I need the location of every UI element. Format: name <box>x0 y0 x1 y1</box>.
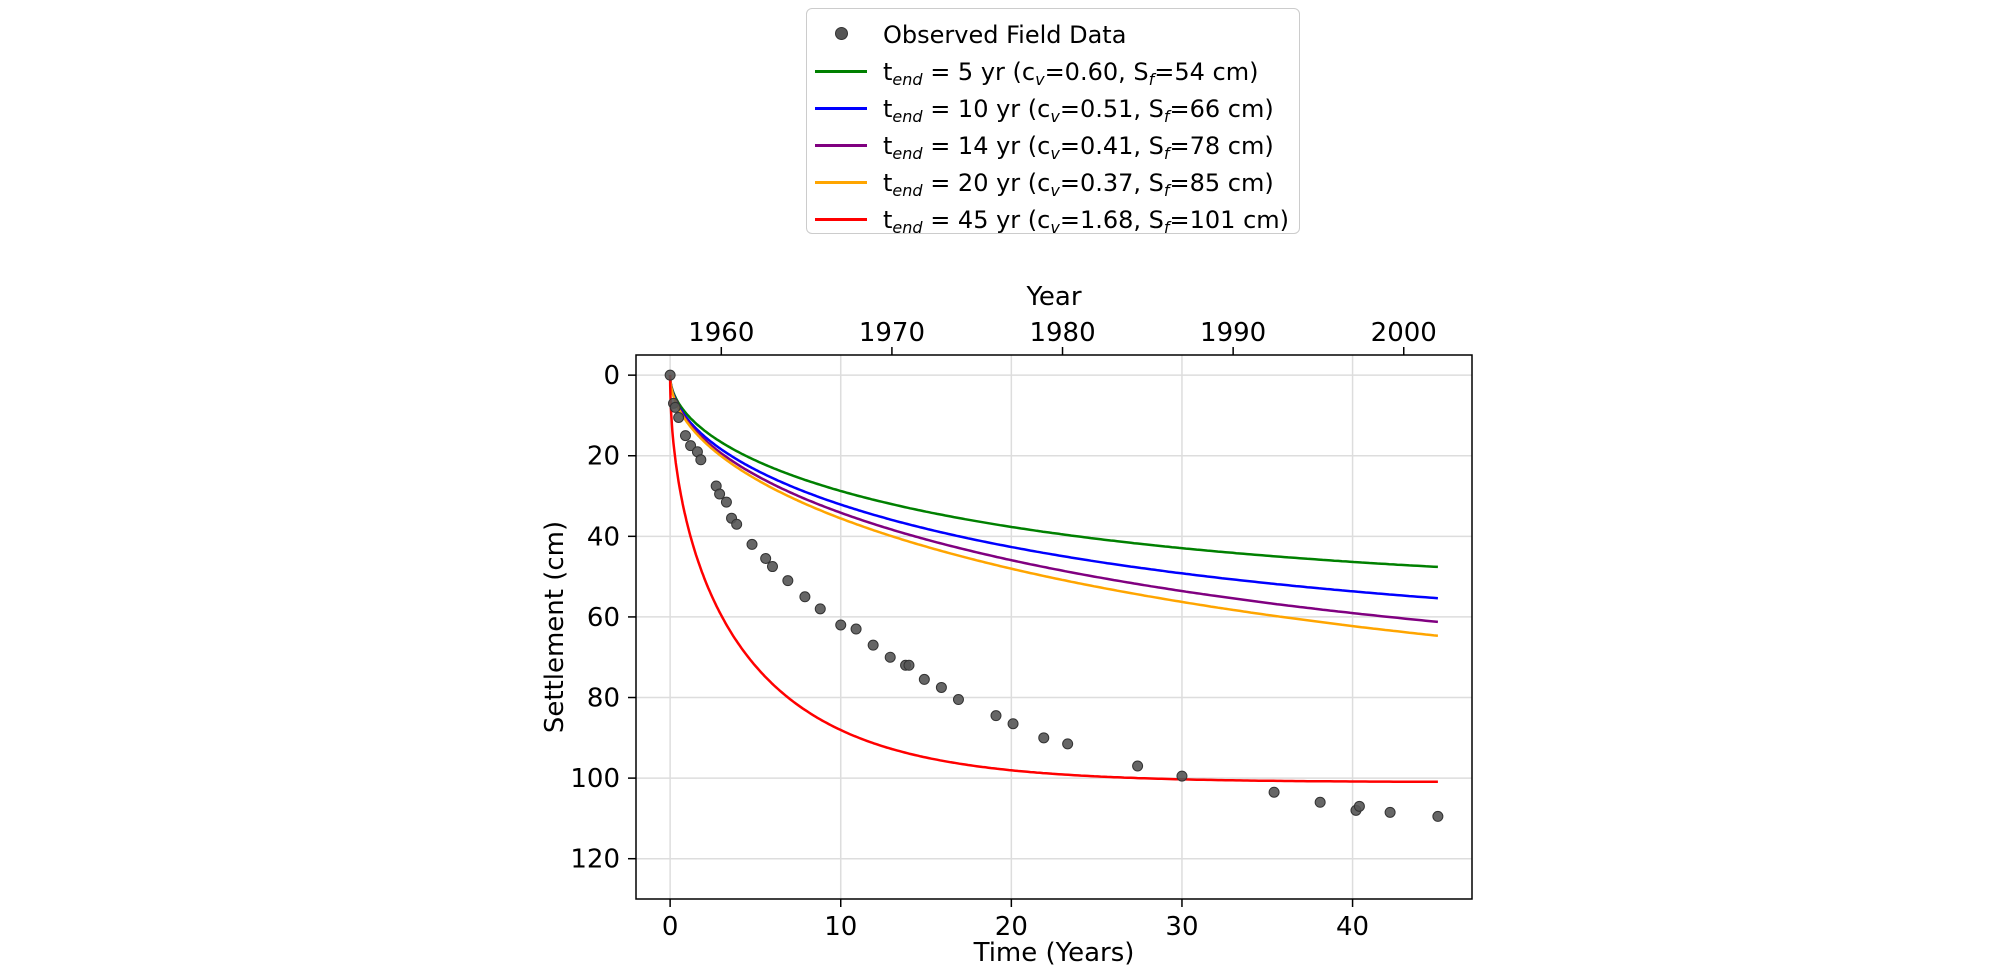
observed-point <box>746 538 758 550</box>
grid <box>636 355 1472 899</box>
x-tick-label: 30 <box>1165 912 1198 942</box>
observed-point <box>903 659 915 671</box>
observed-point <box>685 440 697 452</box>
observed-point <box>673 411 685 423</box>
legend-item-observed: Observed Field Data <box>807 19 1299 51</box>
legend-swatch-series-3 <box>815 181 867 184</box>
legend-item-series-0: tend = 5 yr (cv=0.60, Sf=54 cm) <box>807 56 1299 88</box>
legend-label-series-1: tend = 10 yr (cv=0.51, Sf=66 cm) <box>883 95 1274 126</box>
observed-point <box>918 673 930 685</box>
legend-label-series-2: tend = 14 yr (cv=0.41, Sf=78 cm) <box>883 132 1274 163</box>
series-lines <box>668 375 1439 784</box>
observed-point <box>720 496 732 508</box>
observed-point <box>664 369 676 381</box>
x-tick-label: 20 <box>995 912 1028 942</box>
series-line-3 <box>668 375 1439 638</box>
observed-point <box>867 639 879 651</box>
legend-label-series-3: tend = 20 yr (cv=0.37, Sf=85 cm) <box>883 169 1274 200</box>
legend-label-series-0: tend = 5 yr (cv=0.60, Sf=54 cm) <box>883 58 1259 89</box>
top-tick-label: 1980 <box>1029 318 1095 348</box>
observed-points <box>664 369 1444 822</box>
y-tick-label: 40 <box>587 522 620 552</box>
top-tick-label: 1990 <box>1200 318 1266 348</box>
observed-point <box>695 454 707 466</box>
x-axis-label: Time (Years) <box>973 938 1135 967</box>
x-tick-label: 10 <box>824 912 857 942</box>
plot-frame <box>635 354 1473 900</box>
observed-point <box>850 623 862 635</box>
y-tick-label: 0 <box>603 361 620 391</box>
observed-point <box>782 575 794 587</box>
legend: Observed Field Data tend = 5 yr (cv=0.60… <box>806 8 1300 236</box>
observed-point <box>669 401 681 413</box>
top-tick-label: 1970 <box>859 318 925 348</box>
legend-swatch-series-0 <box>815 70 867 73</box>
y-tick-label: 100 <box>570 764 620 794</box>
y-tick-label: 80 <box>587 684 620 714</box>
observed-point <box>1353 800 1365 812</box>
legend-swatch-series-4 <box>815 218 867 221</box>
y-tick-label: 120 <box>570 845 620 875</box>
series-line-0 <box>668 375 1438 569</box>
observed-point <box>760 552 772 564</box>
observed-point <box>1314 796 1326 808</box>
top-axis-label: Year <box>1025 282 1081 312</box>
series-line-2 <box>668 375 1439 624</box>
observed-point <box>835 619 847 631</box>
legend-label-series-4: tend = 45 yr (cv=1.68, Sf=101 cm) <box>883 206 1289 237</box>
legend-item-series-1: tend = 10 yr (cv=0.51, Sf=66 cm) <box>807 93 1299 125</box>
top-tick-label: 1960 <box>688 318 754 348</box>
observed-point <box>1432 810 1444 822</box>
observed-point <box>799 591 811 603</box>
observed-point <box>731 518 743 530</box>
legend-swatch-series-2 <box>815 144 867 147</box>
legend-item-series-4: tend = 45 yr (cv=1.68, Sf=101 cm) <box>807 204 1299 236</box>
y-tick-label: 20 <box>587 442 620 472</box>
y-axis-label: Settlement (cm) <box>540 521 570 733</box>
legend-marker-observed <box>835 27 848 40</box>
legend-item-series-3: tend = 20 yr (cv=0.37, Sf=85 cm) <box>807 167 1299 199</box>
series-line-4 <box>668 375 1438 784</box>
observed-point <box>814 603 826 615</box>
x-tick-label: 40 <box>1336 912 1369 942</box>
x-tick-label: 0 <box>662 912 679 942</box>
observed-point <box>990 710 1002 722</box>
axis-ticks: 0 10 20 30 40 0 20 40 60 80 100 120 1960 1970 1980 1990… <box>570 318 1436 942</box>
observed-point <box>952 694 964 706</box>
y-tick-label: 60 <box>587 603 620 633</box>
observed-point <box>679 430 691 442</box>
observed-point <box>935 681 947 693</box>
observed-point <box>1062 738 1074 750</box>
top-tick-label: 2000 <box>1371 318 1437 348</box>
observed-point <box>1132 760 1144 772</box>
legend-label-observed: Observed Field Data <box>883 21 1127 49</box>
observed-point <box>1384 806 1396 818</box>
observed-point <box>766 561 778 573</box>
observed-point <box>1268 786 1280 798</box>
legend-swatch-series-1 <box>815 107 867 110</box>
legend-item-series-2: tend = 14 yr (cv=0.41, Sf=78 cm) <box>807 130 1299 162</box>
series-line-1 <box>668 375 1438 600</box>
observed-point <box>1038 732 1050 744</box>
observed-point <box>884 651 896 663</box>
observed-point <box>1176 770 1188 782</box>
observed-point <box>1007 718 1019 730</box>
observed-point <box>714 488 726 500</box>
